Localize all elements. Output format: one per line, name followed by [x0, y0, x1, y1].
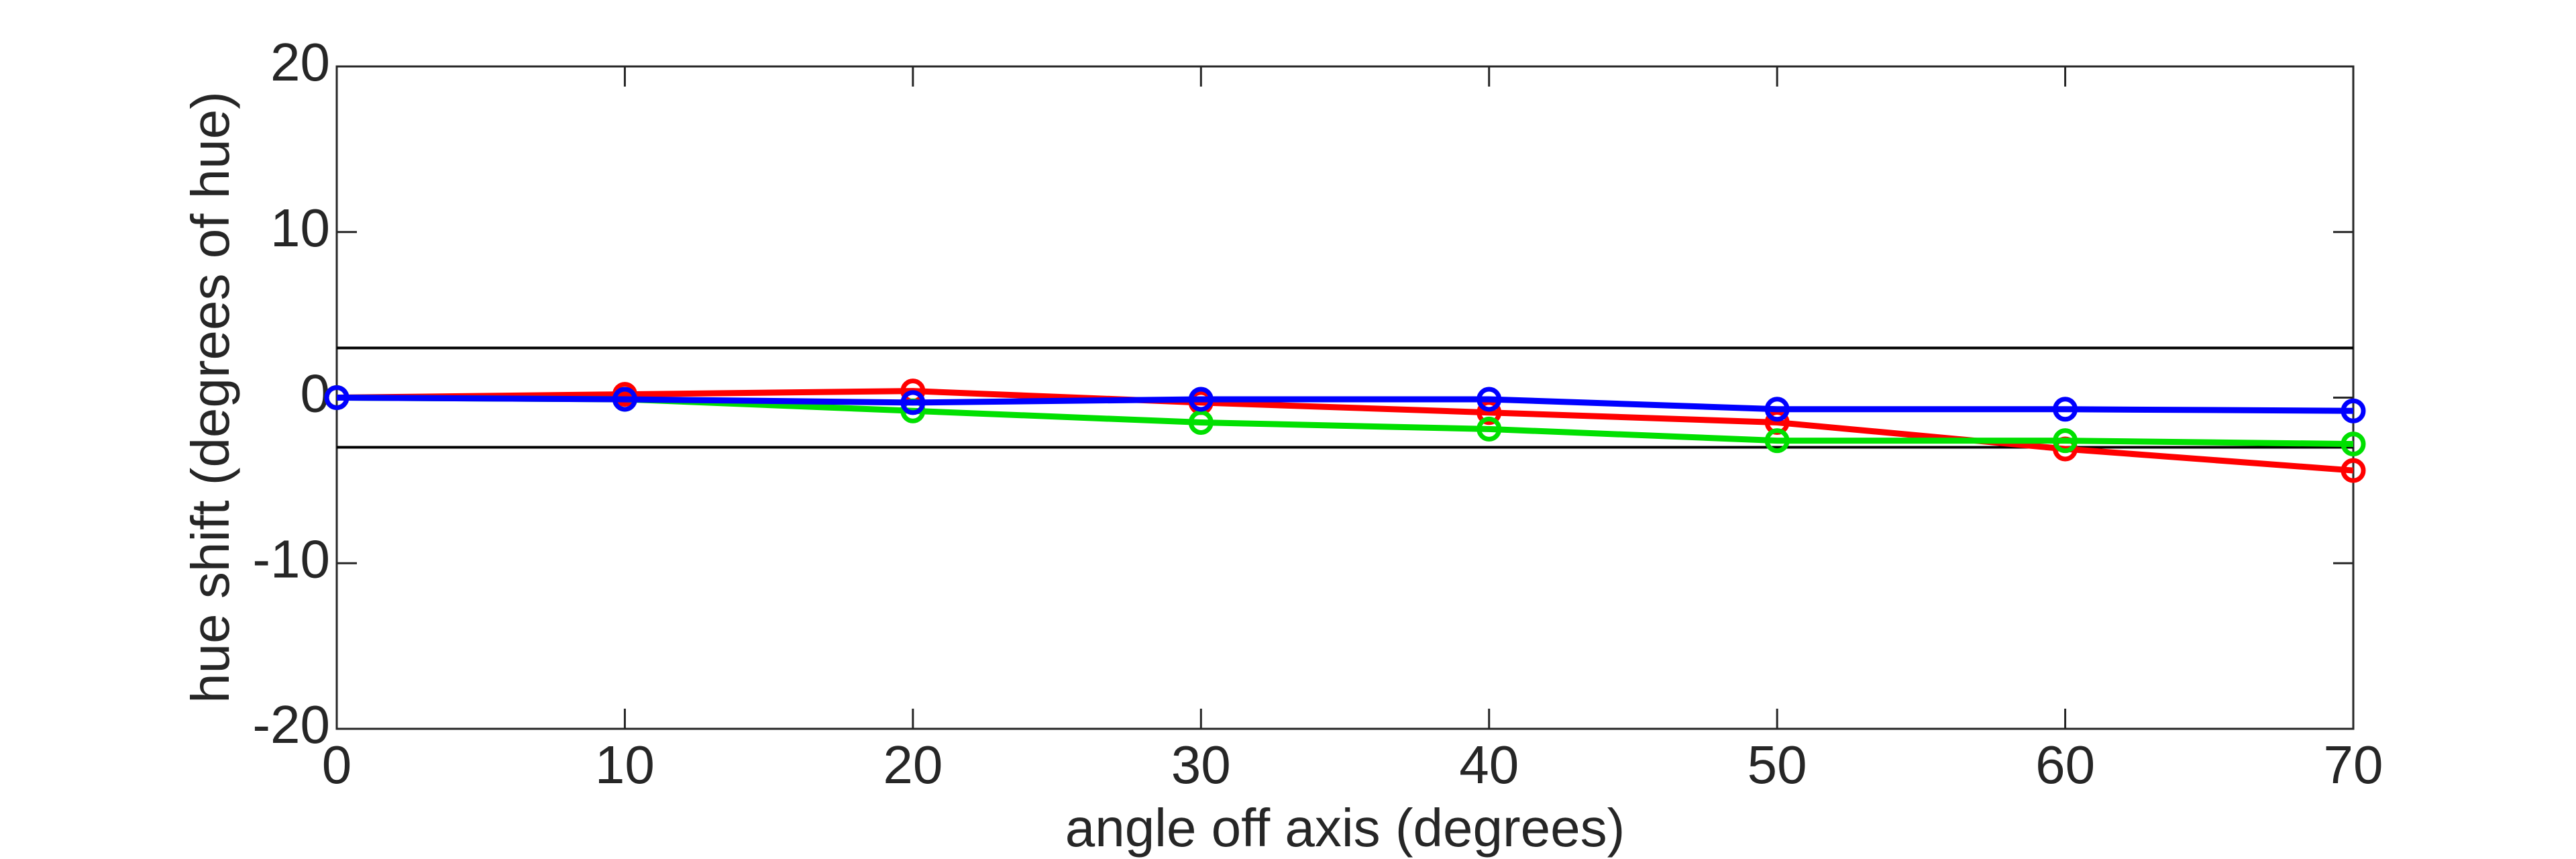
data-point [2053, 428, 2078, 454]
y-tick-label: -20 [252, 695, 330, 754]
data-point [1188, 387, 1214, 412]
series-line [336, 388, 2354, 474]
data-point [2053, 397, 2078, 422]
series-line [336, 395, 2354, 414]
data-point [1764, 428, 1790, 454]
x-tick-label: 0 [322, 735, 352, 795]
x-axis-label: angle off axis (degrees) [1065, 798, 1625, 858]
data-point [900, 390, 926, 415]
y-axis-label: hue shift (degrees of hue) [180, 91, 240, 703]
data-point [1188, 410, 1214, 436]
data-point [612, 387, 637, 412]
y-tick-label: -10 [252, 529, 330, 589]
data-point [2341, 432, 2366, 457]
y-tick-label: 10 [270, 198, 330, 258]
x-tick-label: 10 [595, 735, 655, 795]
data-point [1764, 397, 1790, 422]
y-tick-label: 0 [301, 364, 331, 423]
data-point [2341, 458, 2366, 483]
x-tick-label: 70 [2324, 735, 2383, 795]
x-tick-label: 50 [1748, 735, 1807, 795]
x-tick-label: 40 [1459, 735, 1519, 795]
x-tick-label: 30 [1171, 735, 1231, 795]
data-point [1477, 416, 1502, 442]
x-tick-label: 60 [2035, 735, 2095, 795]
data-point [2341, 398, 2366, 423]
x-tick-label: 20 [883, 735, 943, 795]
data-point [1477, 387, 1502, 412]
data-point [1477, 400, 1502, 425]
y-tick-label: 20 [270, 32, 330, 92]
data-point [324, 385, 350, 410]
